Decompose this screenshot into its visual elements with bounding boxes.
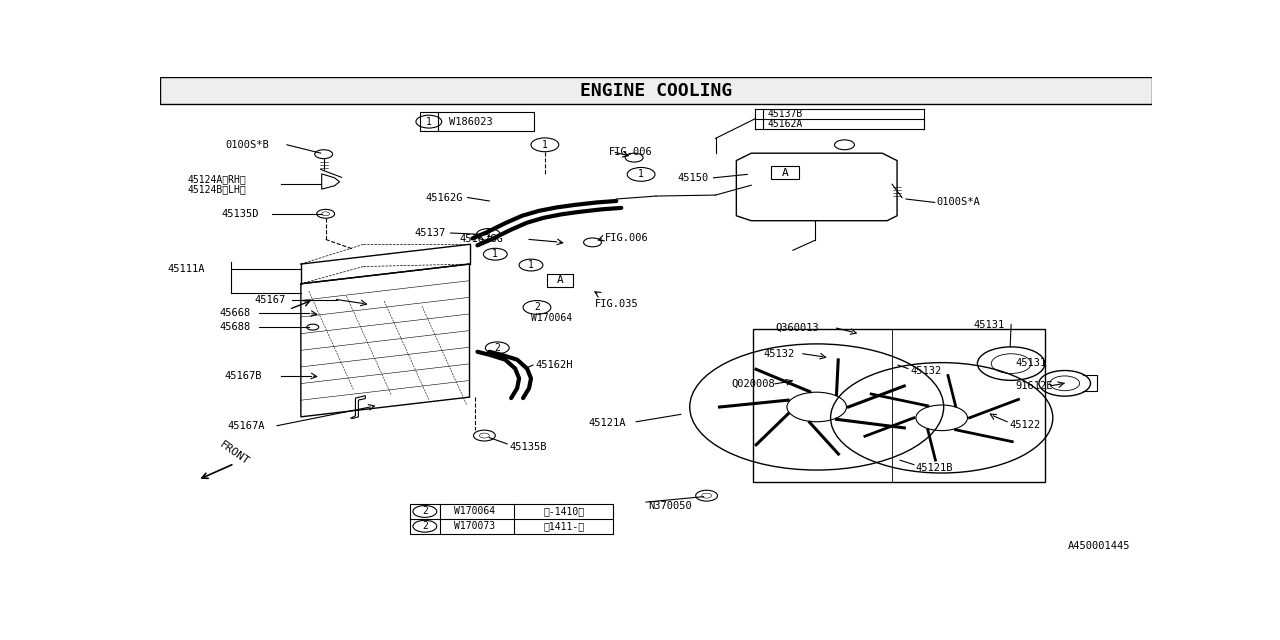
- Text: 45132: 45132: [910, 367, 941, 376]
- Text: FIG.006: FIG.006: [608, 147, 652, 157]
- Text: 〈-1410〉: 〈-1410〉: [543, 506, 584, 516]
- Bar: [410, 504, 613, 534]
- Text: 45121B: 45121B: [916, 463, 954, 472]
- Text: 45135B: 45135B: [509, 442, 547, 452]
- Text: A450001445: A450001445: [1068, 541, 1130, 551]
- Text: 45132: 45132: [763, 349, 795, 359]
- Text: 45150: 45150: [678, 173, 709, 183]
- Text: 45131: 45131: [1015, 358, 1046, 367]
- Text: 45162G: 45162G: [426, 193, 463, 202]
- Text: 45137: 45137: [413, 228, 445, 238]
- Text: N370050: N370050: [648, 500, 691, 511]
- Text: 45162A: 45162A: [767, 118, 803, 129]
- Text: 1: 1: [485, 230, 492, 239]
- Text: 2: 2: [422, 521, 428, 531]
- Text: 45131: 45131: [973, 319, 1005, 330]
- Text: 0100S*B: 0100S*B: [225, 140, 269, 150]
- Text: 45668: 45668: [220, 308, 251, 318]
- Text: ENGINE COOLING: ENGINE COOLING: [580, 81, 732, 100]
- Text: 1: 1: [493, 249, 498, 259]
- Text: 45162GG: 45162GG: [460, 234, 503, 244]
- Bar: [547, 275, 572, 287]
- Text: W170064: W170064: [454, 506, 495, 516]
- Text: W170073: W170073: [454, 521, 495, 531]
- Text: Q360013: Q360013: [776, 323, 819, 333]
- Text: 91612E: 91612E: [1015, 381, 1052, 391]
- Text: 45122: 45122: [1009, 420, 1041, 429]
- Text: 〈1411-〉: 〈1411-〉: [543, 521, 584, 531]
- Text: 45135D: 45135D: [221, 209, 259, 219]
- Text: 45137B: 45137B: [767, 109, 803, 119]
- Text: W186023: W186023: [448, 116, 493, 127]
- Text: 1: 1: [639, 170, 644, 179]
- Bar: [160, 77, 1152, 104]
- Bar: [771, 166, 799, 179]
- Text: Q020008: Q020008: [731, 379, 776, 389]
- Text: FRONT: FRONT: [218, 440, 251, 467]
- Text: 2: 2: [494, 343, 500, 353]
- Text: 2: 2: [422, 506, 428, 516]
- Text: 45111A: 45111A: [168, 264, 205, 274]
- Text: W170064: W170064: [531, 313, 572, 323]
- Text: 45167B: 45167B: [224, 371, 262, 381]
- Text: 2: 2: [534, 303, 540, 312]
- Text: FIG.006: FIG.006: [604, 233, 648, 243]
- Text: 1: 1: [426, 116, 431, 127]
- Text: 45124A〈RH〉: 45124A〈RH〉: [188, 174, 247, 184]
- Text: A: A: [782, 168, 788, 178]
- Text: FIG.035: FIG.035: [594, 300, 639, 310]
- Text: 1: 1: [529, 260, 534, 270]
- Text: 45121A: 45121A: [589, 418, 626, 428]
- Text: A: A: [557, 275, 563, 285]
- Text: 45162H: 45162H: [535, 360, 572, 370]
- Text: 45167: 45167: [255, 294, 285, 305]
- Text: 45688: 45688: [220, 322, 251, 332]
- Text: 1: 1: [541, 140, 548, 150]
- Bar: [420, 112, 534, 131]
- Text: 45167A: 45167A: [228, 420, 265, 431]
- Text: 45124B〈LH〉: 45124B〈LH〉: [188, 184, 247, 194]
- Text: 0100S*A: 0100S*A: [937, 198, 980, 207]
